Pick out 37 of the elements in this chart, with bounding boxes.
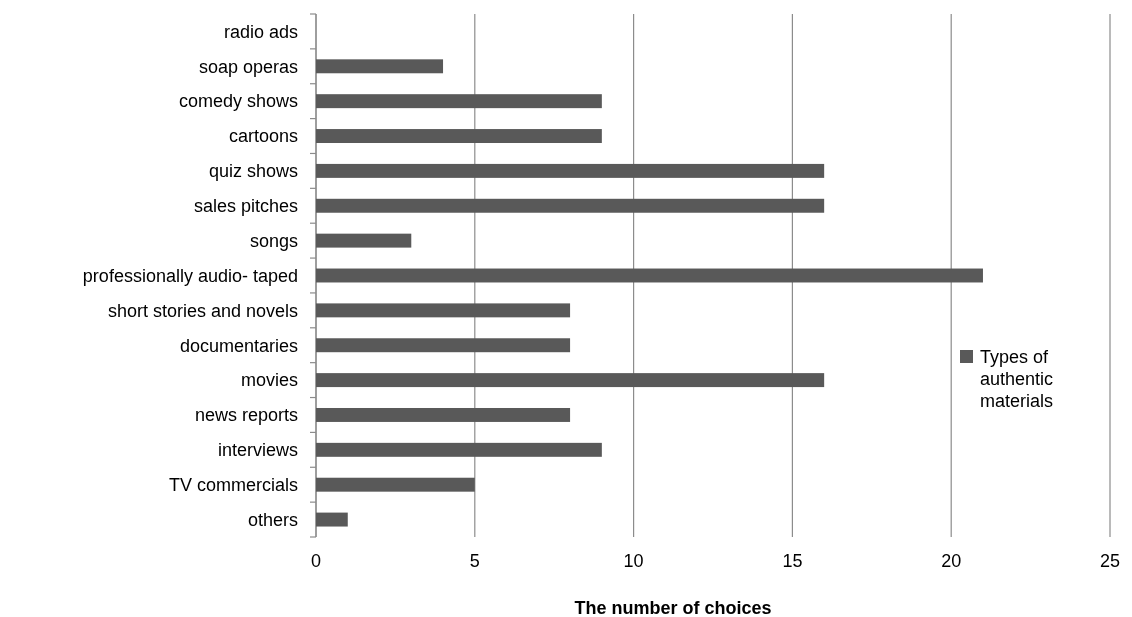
y-tick-label: movies (240, 370, 298, 391)
y-tick-label: TV commercials (168, 475, 298, 495)
bar (316, 407, 571, 422)
bar (316, 233, 412, 248)
y-tick-label: comedy shows (178, 91, 298, 112)
bar (316, 94, 602, 109)
y-tick-label: songs (249, 230, 298, 251)
x-tick-label: 5 (469, 551, 480, 571)
y-tick-label: professionally audio- taped (82, 265, 298, 286)
legend-label: Types of authentic materials (980, 347, 1054, 412)
bar (316, 198, 825, 213)
x-tick-label: 20 (941, 551, 962, 571)
y-tick-label: documentaries (179, 335, 298, 356)
bar (316, 373, 825, 388)
y-tick-label: cartoons (228, 126, 298, 147)
bar (316, 59, 444, 74)
y-tick-label: radio ads (223, 21, 298, 42)
x-axis-title: The number of choices (574, 598, 772, 617)
bar (316, 303, 571, 318)
bar (316, 163, 825, 178)
bar (316, 442, 602, 457)
x-tick-label: 10 (623, 551, 644, 571)
y-tick-label: sales pitches (193, 196, 298, 217)
x-tick-label: 15 (782, 551, 803, 571)
bar (316, 477, 475, 492)
y-tick-label: short stories and novels (107, 300, 298, 321)
bar (316, 338, 571, 353)
y-tick-label: interviews (217, 440, 298, 461)
y-tick-label: news reports (194, 405, 298, 426)
x-tick-label: 25 (1099, 551, 1121, 571)
bar (316, 129, 602, 144)
bar (316, 268, 983, 283)
y-tick-label: soap operas (198, 56, 298, 77)
y-tick-label: quiz shows (208, 161, 298, 182)
y-tick-label: others (247, 509, 298, 530)
bar (316, 512, 348, 527)
x-tick-label: 0 (310, 551, 322, 571)
